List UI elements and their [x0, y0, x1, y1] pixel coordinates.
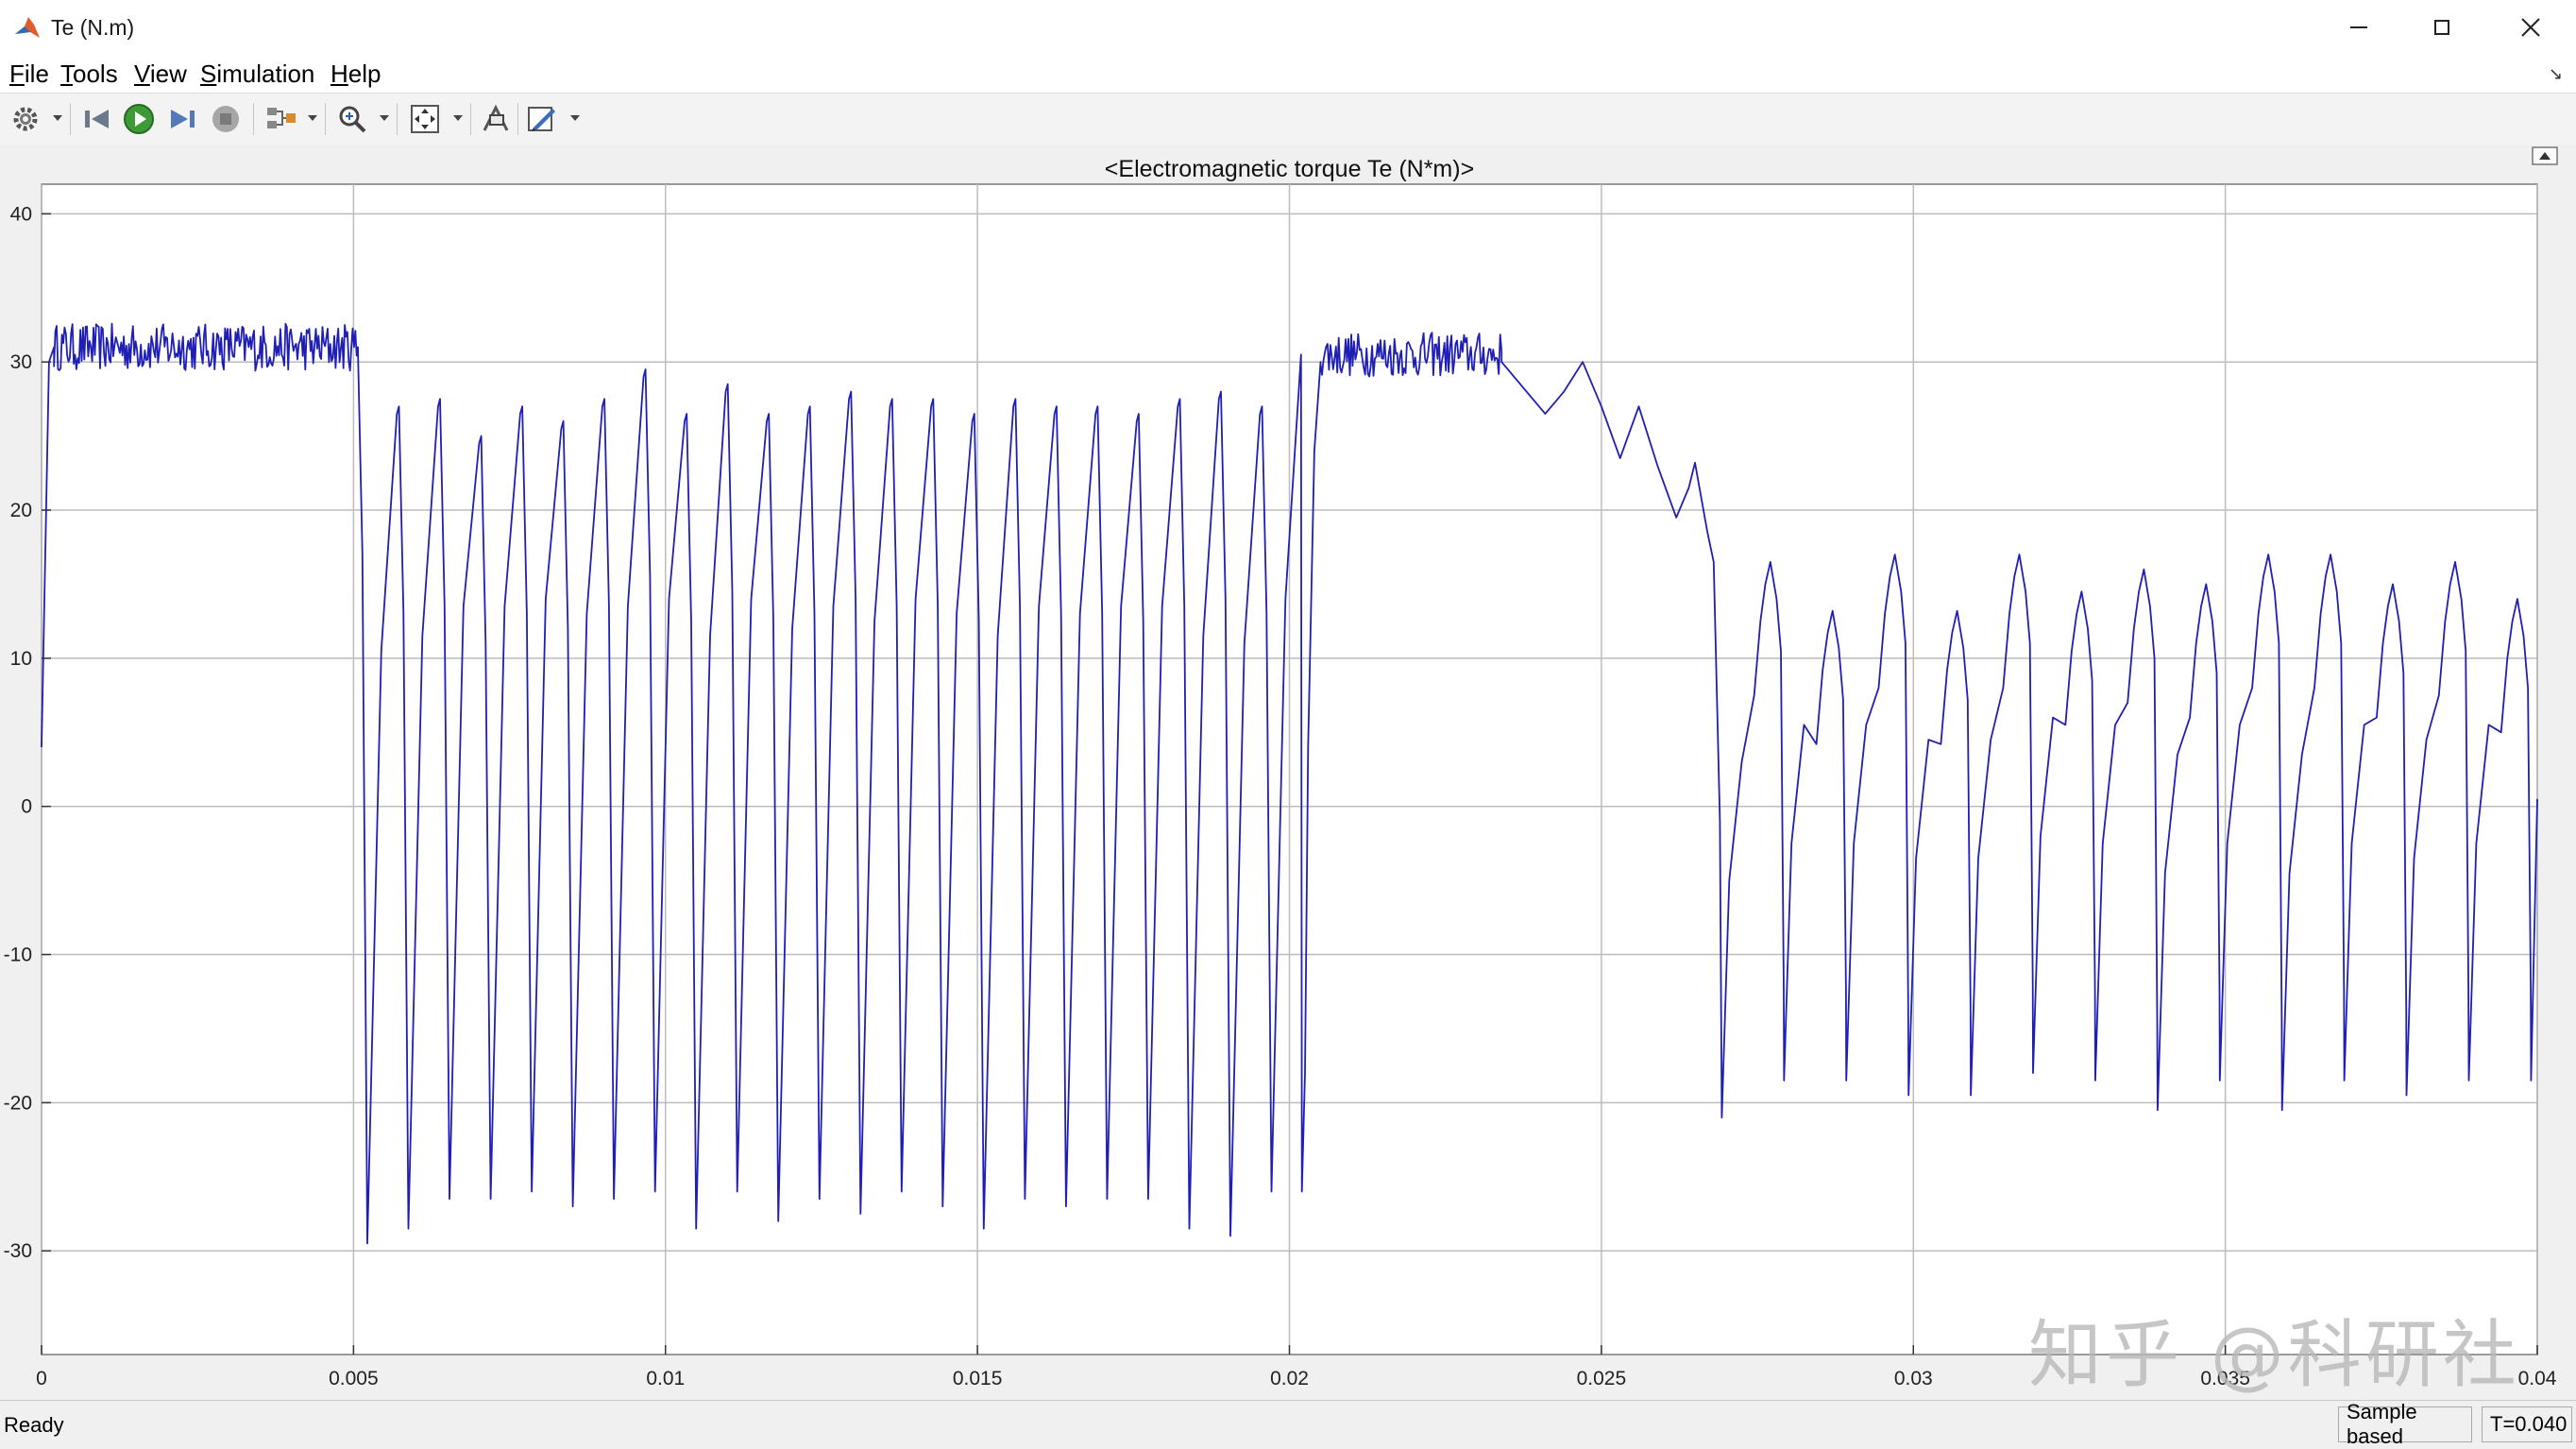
y-tick-label: 20	[10, 500, 32, 521]
x-tick-label: 0.03	[1894, 1368, 1933, 1389]
toolbar	[0, 93, 2576, 145]
y-tick-label: 0	[21, 796, 32, 818]
x-tick-label: 0.005	[329, 1368, 379, 1389]
close-button[interactable]	[2487, 0, 2574, 55]
step-back-button[interactable]	[81, 103, 113, 135]
menu-view[interactable]: View	[134, 60, 187, 88]
step-forward-button[interactable]	[166, 103, 198, 135]
scope-plot-area: 0 0.005 0.01 0.015 0.02 0.025 0.03 0.035 0.04 40 3…	[0, 145, 2576, 1398]
configuration-button[interactable]	[9, 103, 42, 135]
autoscale-button[interactable]	[408, 103, 442, 135]
configuration-dropdown-arrow[interactable]	[53, 115, 62, 121]
watermark-text: 知乎 @科研社	[2028, 1313, 2520, 1398]
x-tick-label: 0.02	[1270, 1368, 1309, 1389]
y-tick-label: -10	[4, 945, 32, 966]
zoom-button[interactable]	[336, 103, 368, 135]
step-back-icon	[85, 110, 109, 128]
toolbar-separator	[253, 103, 254, 135]
restore-view-button[interactable]	[480, 103, 512, 135]
x-tick-label: 0.01	[646, 1368, 685, 1389]
toolbar-separator	[70, 103, 71, 135]
minimize-button[interactable]	[2315, 0, 2402, 55]
restore-view-icon	[483, 104, 509, 131]
highlight-dropdown-arrow[interactable]	[308, 115, 317, 121]
menu-simulation[interactable]: Simulation	[200, 60, 315, 88]
step-forward-icon	[171, 110, 195, 128]
title-bar: Te (N.m)	[0, 0, 2576, 56]
toolbar-separator	[325, 103, 326, 135]
x-tick-label: 0.015	[953, 1368, 1003, 1389]
undock-icon[interactable]: ↘	[2548, 64, 2563, 83]
menu-file[interactable]: File	[9, 60, 49, 88]
menu-bar: File Tools View Simulation Help ↘	[0, 55, 2576, 93]
maximize-icon	[2434, 20, 2449, 35]
chart-title: <Electromagnetic torque Te (N*m)>	[1105, 156, 1474, 182]
zoom-icon	[339, 106, 366, 133]
autoscale-icon	[411, 105, 439, 133]
autoscale-dropdown-arrow[interactable]	[453, 115, 463, 121]
zoom-dropdown-arrow[interactable]	[380, 115, 389, 121]
x-tick-label: 0.035	[2200, 1368, 2250, 1389]
stop-button[interactable]	[210, 103, 242, 135]
scope-axes[interactable]: 0 0.005 0.01 0.015 0.02 0.025 0.03 0.035 0.04 40 3…	[0, 145, 2576, 1398]
x-tick-label: 0.04	[2518, 1368, 2557, 1389]
toolbar-separator	[517, 103, 518, 135]
style-button[interactable]	[525, 103, 559, 135]
expand-arrow-icon	[2539, 152, 2551, 160]
status-text: Ready	[4, 1413, 64, 1437]
menu-help[interactable]: Help	[330, 60, 381, 88]
highlight-block-icon	[267, 108, 296, 128]
x-tick-label: 0	[36, 1368, 47, 1389]
y-tick-label: 40	[10, 203, 32, 225]
stop-icon	[212, 106, 239, 132]
status-bar: Ready Sample based T=0.040	[0, 1400, 2576, 1449]
toolbar-separator	[397, 103, 398, 135]
torque-trace-line	[41, 322, 2538, 1245]
window-title: Te (N.m)	[51, 15, 135, 40]
style-dropdown-arrow[interactable]	[570, 115, 580, 121]
y-tick-label: 10	[10, 648, 32, 670]
simulation-time-indicator: T=0.040	[2482, 1406, 2572, 1442]
x-tick-label: 0.025	[1577, 1368, 1627, 1389]
y-tick-label: -30	[4, 1240, 32, 1262]
y-tick-label: 30	[10, 351, 32, 373]
toolbar-separator	[470, 103, 471, 135]
style-icon	[528, 107, 555, 131]
sample-mode-indicator: Sample based	[2338, 1400, 2472, 1448]
y-tick-label: -20	[4, 1092, 32, 1114]
minimize-icon	[2350, 26, 2367, 28]
run-button[interactable]	[121, 103, 157, 135]
gear-icon	[13, 107, 38, 131]
matlab-app-icon	[15, 17, 40, 38]
maximize-button[interactable]	[2398, 0, 2485, 55]
close-icon	[2521, 18, 2540, 37]
menu-tools[interactable]: Tools	[60, 60, 118, 88]
highlight-block-button[interactable]	[264, 103, 298, 135]
run-icon	[124, 104, 154, 134]
